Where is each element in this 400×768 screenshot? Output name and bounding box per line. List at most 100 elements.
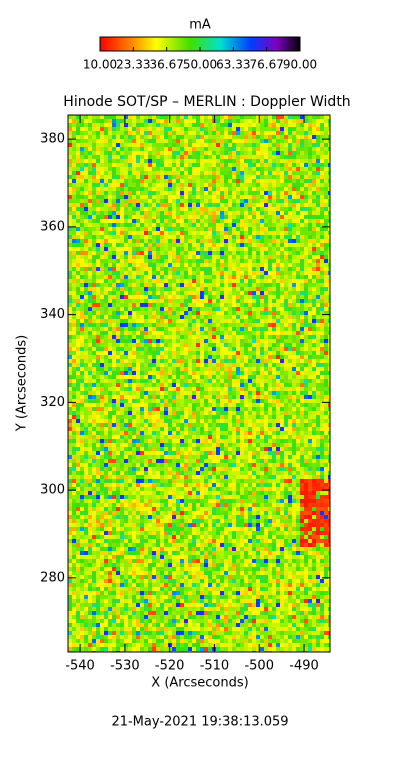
heat-cell [304, 147, 308, 151]
heat-cell [248, 211, 252, 215]
heat-cell [188, 287, 192, 291]
heat-cell [308, 211, 312, 215]
heat-cell [152, 383, 156, 387]
heat-cell [256, 375, 260, 379]
heat-cell [200, 251, 204, 255]
heat-cell [84, 367, 88, 371]
heat-cell [96, 407, 100, 411]
heat-cell [220, 147, 224, 151]
heat-cell [76, 355, 80, 359]
heat-cell [128, 115, 132, 119]
heat-cell [168, 307, 172, 311]
heat-cell [220, 275, 224, 279]
heat-cell [268, 167, 272, 171]
heat-cell [152, 251, 156, 255]
heat-cell [192, 355, 196, 359]
heat-cell [276, 307, 280, 311]
heat-cell [148, 371, 152, 375]
heat-cell [304, 251, 308, 255]
heat-cell [184, 207, 188, 211]
heat-cell [240, 327, 244, 331]
heat-cell [72, 259, 76, 263]
heat-cell [220, 375, 224, 379]
heat-cell [168, 363, 172, 367]
heat-cell [284, 347, 288, 351]
heat-cell [296, 399, 300, 403]
heat-cell [204, 123, 208, 127]
heat-cell [80, 311, 84, 315]
heat-cell [328, 339, 330, 343]
heat-cell [120, 127, 124, 131]
heat-cell [192, 379, 196, 383]
heat-cell [200, 415, 204, 419]
heat-cell [124, 407, 128, 411]
heat-cell [80, 335, 84, 339]
heat-cell [148, 243, 152, 247]
heat-cell [108, 331, 112, 335]
heat-cell [308, 127, 312, 131]
heat-cell [80, 331, 84, 335]
heat-cell [104, 195, 108, 199]
heat-cell [260, 399, 264, 403]
heat-cell [292, 179, 296, 183]
heat-cell [128, 223, 132, 227]
heat-cell [256, 203, 260, 207]
heat-cell [312, 299, 316, 303]
heat-cell [132, 359, 136, 363]
heat-cell [196, 195, 200, 199]
heat-cell [132, 371, 136, 375]
heat-cell [208, 115, 212, 119]
heat-cell [120, 375, 124, 379]
heat-cell [264, 239, 268, 243]
heat-cell [208, 119, 212, 123]
heat-cell [176, 203, 180, 207]
heat-cell [104, 127, 108, 131]
heat-cell [236, 231, 240, 235]
heat-cell [244, 387, 248, 391]
heat-cell [320, 315, 324, 319]
heat-cell [124, 343, 128, 347]
heat-cell [160, 203, 164, 207]
heat-cell [248, 307, 252, 311]
heat-cell [252, 263, 256, 267]
heat-cell [176, 335, 180, 339]
heat-cell [296, 383, 300, 387]
heat-cell [256, 191, 260, 195]
heat-cell [212, 271, 216, 275]
heat-cell [320, 363, 324, 367]
heat-cell [260, 387, 264, 391]
heat-cell [72, 367, 76, 371]
heat-cell [296, 271, 300, 275]
heat-cell [156, 279, 160, 283]
heat-cell [128, 295, 132, 299]
heat-cell [88, 347, 92, 351]
heat-cell [220, 151, 224, 155]
heat-cell [132, 363, 136, 367]
heat-cell [176, 259, 180, 263]
heat-cell [192, 339, 196, 343]
heat-cell [312, 179, 316, 183]
heat-cell [184, 371, 188, 375]
heat-cell [236, 387, 240, 391]
heat-cell [272, 119, 276, 123]
heat-cell [268, 411, 272, 415]
heat-cell [264, 383, 268, 387]
heat-cell [108, 411, 112, 415]
heat-cell [280, 311, 284, 315]
heat-cell [100, 271, 104, 275]
heat-cell [304, 215, 308, 219]
heat-cell [220, 267, 224, 271]
heat-cell [236, 371, 240, 375]
heat-cell [140, 315, 144, 319]
heat-cell [132, 155, 136, 159]
heat-cell [196, 175, 200, 179]
heat-cell [72, 211, 76, 215]
heat-cell [240, 147, 244, 151]
heat-cell [212, 255, 216, 259]
heat-cell [300, 163, 304, 167]
heat-cell [252, 311, 256, 315]
heat-cell [324, 231, 328, 235]
heat-cell [268, 291, 272, 295]
heat-cell [176, 343, 180, 347]
heat-cell [92, 275, 96, 279]
